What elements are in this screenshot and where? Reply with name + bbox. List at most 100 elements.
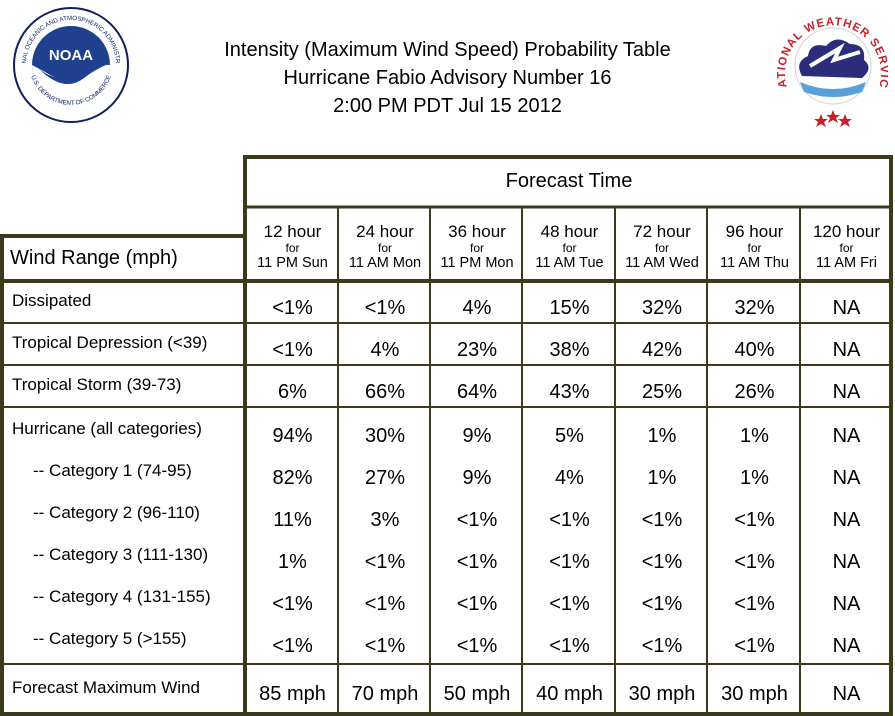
title-block: Intensity (Maximum Wind Speed) Probabili… xyxy=(150,36,745,120)
column-header: 24 hour for 11 AM Mon xyxy=(340,209,430,272)
column-header-duration: 120 hour xyxy=(812,222,881,241)
table-cell: <1% xyxy=(549,551,590,573)
nws-logo: NATIONAL WEATHER SERVICE xyxy=(776,4,888,127)
column-header-duration: 36 hour xyxy=(448,222,506,241)
table-cell: <1% xyxy=(549,635,590,657)
column-header-time: 11 AM Tue xyxy=(535,255,604,271)
table-cell: <1% xyxy=(641,551,683,573)
noaa-logo: NOAA NATIONAL OCEANIC AND ATMOSPHERIC AD… xyxy=(12,6,129,123)
table-cell: 5% xyxy=(555,425,584,447)
column-header-time: 11 AM Thu xyxy=(720,255,789,271)
table-cell: 64% xyxy=(456,381,498,403)
table-cell: <1% xyxy=(364,551,406,573)
table-cell: <1% xyxy=(272,593,313,615)
table-cell: <1% xyxy=(456,593,498,615)
table-cell: 9% xyxy=(462,425,492,447)
table-cell: NA xyxy=(832,593,861,615)
column-header-duration: 72 hour xyxy=(633,222,691,241)
table-cell: <1% xyxy=(549,593,590,615)
table-cell: <1% xyxy=(734,593,775,615)
table-cell: 40 mph xyxy=(536,683,603,705)
table-cell: 85 mph xyxy=(259,683,326,705)
row-label: Tropical Storm (39-73) xyxy=(12,375,182,394)
table-cell: NA xyxy=(832,509,861,531)
column-header-for: for xyxy=(285,241,300,255)
table-cell: 9% xyxy=(462,467,492,489)
column-header-for: for xyxy=(747,241,762,255)
row-label: -- Category 2 (96-110) xyxy=(33,503,200,522)
table-cell: <1% xyxy=(456,635,498,657)
table-cell: 4% xyxy=(462,297,492,319)
column-header-time: 11 PM Mon xyxy=(440,255,514,271)
table-cell: NA xyxy=(832,683,861,705)
column-header-time: 11 PM Sun xyxy=(257,255,328,271)
table-cell: 11% xyxy=(273,509,312,531)
column-header-time: 11 AM Wed xyxy=(625,255,699,271)
table-cell: 4% xyxy=(555,467,584,489)
row-label: Forecast Maximum Wind xyxy=(12,678,200,697)
table-cell: 30 mph xyxy=(628,683,696,705)
table-cell: 82% xyxy=(272,467,313,489)
table-cell: <1% xyxy=(549,509,590,531)
table-cell: <1% xyxy=(734,551,775,573)
table-cell: 3% xyxy=(370,509,400,531)
table-cell: 30 mph xyxy=(721,683,788,705)
table-cell: 26% xyxy=(734,381,775,403)
table-cell: 43% xyxy=(549,381,590,403)
table-cell: <1% xyxy=(364,593,406,615)
title-line-3: 2:00 PM PDT Jul 15 2012 xyxy=(333,95,562,117)
table-cell: 6% xyxy=(278,381,307,403)
row-label: Tropical Depression (<39) xyxy=(12,333,208,352)
column-header-for: for xyxy=(469,241,484,255)
forecast-time-label: Forecast Time xyxy=(505,170,633,192)
table-cell: <1% xyxy=(734,635,775,657)
table-cell: <1% xyxy=(641,509,683,531)
table-cell: 23% xyxy=(456,339,498,361)
row-label: -- Category 3 (111-130) xyxy=(33,545,209,564)
table-cell: NA xyxy=(832,635,861,657)
title-line-1: Intensity (Maximum Wind Speed) Probabili… xyxy=(224,39,671,61)
column-header-for: for xyxy=(839,241,854,255)
svg-text:NOAA: NOAA xyxy=(49,47,93,64)
title-line-2: Hurricane Fabio Advisory Number 16 xyxy=(283,67,612,89)
table-cell: <1% xyxy=(456,509,498,531)
table-cell: <1% xyxy=(364,635,406,657)
column-header: 12 hour for 11 PM Sun xyxy=(247,209,338,272)
row-label: -- Category 5 (>155) xyxy=(33,629,187,648)
table-cell: 38% xyxy=(549,339,590,361)
table-cell: 1% xyxy=(278,551,307,573)
table-cell: NA xyxy=(832,425,861,447)
table-cell: 15% xyxy=(549,297,590,319)
table-cell: NA xyxy=(832,467,861,489)
row-label: -- Category 1 (74-95) xyxy=(33,461,192,480)
table-cell: <1% xyxy=(272,339,313,361)
row-label: Dissipated xyxy=(12,291,92,310)
table-cell: 32% xyxy=(734,297,775,319)
table-cell: 50 mph xyxy=(443,683,511,705)
table-cell: 1% xyxy=(647,467,677,489)
table-cell: 66% xyxy=(364,381,406,403)
table-cell: <1% xyxy=(364,297,406,319)
column-header-for: for xyxy=(562,241,577,255)
table-cell: 1% xyxy=(647,425,677,447)
table-cell: <1% xyxy=(456,551,498,573)
table-cell: <1% xyxy=(272,297,313,319)
column-header-time: 11 AM Mon xyxy=(348,255,422,271)
table-cell: 27% xyxy=(364,467,406,489)
column-header: 96 hour for 11 AM Thu xyxy=(709,209,800,272)
table-cell: <1% xyxy=(641,635,683,657)
column-header: 48 hour for 11 AM Tue xyxy=(524,209,615,272)
table-cell: 94% xyxy=(272,425,313,447)
table-cell: <1% xyxy=(641,593,683,615)
table-cell: 4% xyxy=(370,339,400,361)
row-label: Hurricane (all categories) xyxy=(12,419,202,438)
wind-range-label: Wind Range (mph) xyxy=(10,247,178,269)
row-label: -- Category 4 (131-155) xyxy=(33,587,211,606)
table-cell: NA xyxy=(832,297,861,319)
column-header-for: for xyxy=(654,241,669,255)
column-header-duration: 96 hour xyxy=(725,222,784,241)
table-cell: 42% xyxy=(641,339,683,361)
table-cell: 1% xyxy=(740,425,769,447)
table-cell: 30% xyxy=(364,425,406,447)
